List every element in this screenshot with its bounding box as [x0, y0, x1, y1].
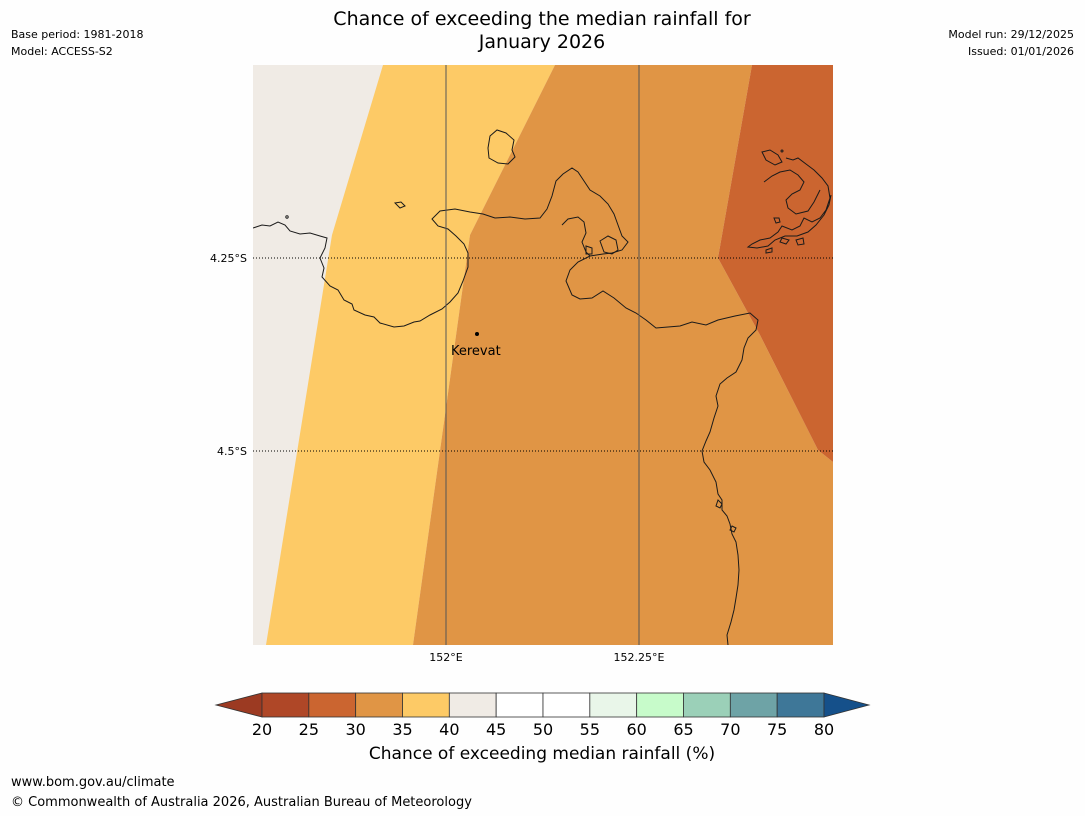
colorbar-segment [261, 692, 310, 718]
colorbar-label: Chance of exceeding median rainfall (%) [368, 744, 716, 764]
colorbar-tick-label: 45 [486, 720, 506, 739]
lat-label-4-5s: 4.5°S [217, 445, 247, 458]
lat-label-4-25s: 4.25°S [210, 252, 247, 265]
colorbar-tick-label: 80 [814, 720, 834, 739]
colorbar: 20 25 30 35 40 45 50 55 60 65 70 75 80 [214, 692, 871, 739]
place-label-kerevat: Kerevat [451, 344, 501, 359]
title-line-2: January 2026 [478, 31, 606, 53]
colorbar-extension-low [214, 692, 263, 718]
colorbar-segment [636, 692, 684, 718]
colorbar-extension-high [823, 692, 871, 718]
band-25-30 [718, 65, 833, 462]
colorbar-segment [355, 692, 403, 718]
colorbar-segment [683, 692, 731, 718]
latitude-gridlines [253, 257, 833, 452]
map-area: Kerevat [253, 65, 833, 645]
colorbar-tick-label: 60 [626, 720, 646, 739]
map-title: Chance of exceeding the median rainfall … [242, 8, 842, 54]
colorbar-tick-label: 30 [345, 720, 365, 739]
title-line-1: Chance of exceeding the median rainfall … [333, 8, 751, 30]
colorbar-tick-label: 55 [580, 720, 600, 739]
kerevat-marker [475, 332, 479, 336]
band-30-35 [413, 65, 833, 645]
model-run: Model run: 29/12/2025 [948, 28, 1074, 41]
colorbar-segment [495, 692, 544, 718]
model-name: Model: ACCESS-S2 [11, 45, 113, 58]
lon-label-152e: 152°E [429, 651, 462, 664]
colorbar-tick-label: 20 [252, 720, 272, 739]
colorbar-tick-label: 40 [439, 720, 459, 739]
coastline [253, 129, 832, 645]
colorbar-segment [448, 692, 497, 718]
colorbar-tick-label: 65 [673, 720, 693, 739]
footer-copyright: © Commonwealth of Australia 2026, Austra… [11, 795, 472, 810]
colorbar-segment [589, 692, 638, 718]
colorbar-segment [542, 692, 591, 718]
colorbar-segment [776, 692, 825, 718]
issued-date: Issued: 01/01/2026 [967, 45, 1074, 58]
colorbar-segment [308, 692, 357, 718]
colorbar-tick-label: 25 [299, 720, 319, 739]
colorbar-segment [729, 692, 778, 718]
colorbar-tick-label: 50 [533, 720, 553, 739]
meta-right: Model run: 29/12/2025 Issued: 01/01/2026 [948, 26, 1074, 60]
base-period: Base period: 1981-2018 [11, 28, 144, 41]
longitude-gridlines [445, 65, 640, 645]
lon-label-152-25e: 152.25°E [614, 651, 665, 664]
footer-url: www.bom.gov.au/climate [11, 775, 175, 790]
band-35-40 [266, 65, 555, 645]
colorbar-tick-label: 75 [767, 720, 787, 739]
colorbar-segment [402, 692, 450, 718]
colorbar-tick-label: 35 [392, 720, 412, 739]
meta-left: Base period: 1981-2018 Model: ACCESS-S2 [11, 26, 143, 60]
colorbar-tick-label: 70 [720, 720, 740, 739]
